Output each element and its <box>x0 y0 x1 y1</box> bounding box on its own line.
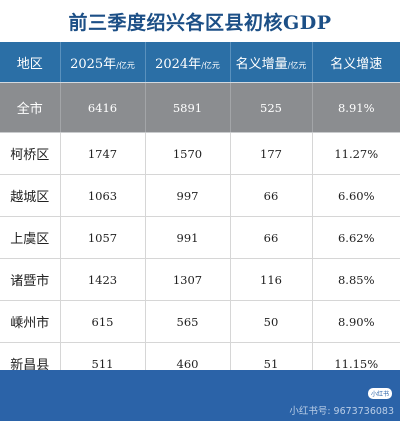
gdp-2024-cell: 991 <box>145 216 231 259</box>
table-row-total: 全市 6416 5891 525 8.91% <box>0 82 400 133</box>
gdp-2025-cell: 1063 <box>60 174 146 217</box>
region-cell: 诸暨市 <box>0 258 61 301</box>
table-row: 诸暨市 1423 1307 116 8.85% <box>0 258 400 301</box>
gdp-2024-cell: 1307 <box>145 258 231 301</box>
header-increase-label: 名义增量 <box>235 56 288 72</box>
header-2024-label: 2024年 <box>155 56 202 72</box>
gdp-2025-cell: 615 <box>60 300 146 343</box>
header-growth: 名义增速 <box>312 42 400 83</box>
header-2024: 2024年/亿元 <box>145 42 231 83</box>
watermark-text: 小红书号: 9673736083 <box>289 406 394 417</box>
increase-cell: 525 <box>230 82 313 133</box>
gdp-2024-cell: 997 <box>145 174 231 217</box>
header-growth-label: 名义增速 <box>330 56 383 72</box>
region-cell: 柯桥区 <box>0 132 61 175</box>
gdp-2025-cell: 1747 <box>60 132 146 175</box>
header-region-label: 地区 <box>16 56 43 72</box>
growth-rate-cell: 8.91% <box>312 82 400 133</box>
growth-rate-cell: 8.90% <box>312 300 400 343</box>
gdp-2025-cell: 1057 <box>60 216 146 259</box>
gdp-table: 地区 2025年/亿元 2024年/亿元 名义增量/亿元 名义增速 全市 6416… <box>0 42 400 385</box>
region-cell: 越城区 <box>0 174 61 217</box>
gdp-2025-cell: 1423 <box>60 258 146 301</box>
increase-cell: 50 <box>230 300 313 343</box>
region-cell: 嵊州市 <box>0 300 61 343</box>
gdp-2024-cell: 5891 <box>145 82 231 133</box>
increase-cell: 116 <box>230 258 313 301</box>
header-2024-unit: /亿元 <box>201 60 220 70</box>
gdp-2024-cell: 1570 <box>145 132 231 175</box>
header-2025-label: 2025年 <box>70 56 117 72</box>
region-cell: 全市 <box>0 82 61 133</box>
gdp-2024-cell: 565 <box>145 300 231 343</box>
header-2025-unit: /亿元 <box>116 60 135 70</box>
growth-rate-cell: 8.85% <box>312 258 400 301</box>
header-increase-unit: /亿元 <box>287 60 307 70</box>
table-row: 上虞区 1057 991 66 6.62% <box>0 216 400 259</box>
growth-rate-cell: 11.27% <box>312 132 400 175</box>
table-row: 越城区 1063 997 66 6.60% <box>0 174 400 217</box>
increase-cell: 66 <box>230 174 313 217</box>
growth-rate-cell: 6.62% <box>312 216 400 259</box>
page-title: 前三季度绍兴各区县初核GDP <box>68 11 332 34</box>
header-increase: 名义增量/亿元 <box>230 42 313 83</box>
growth-rate-cell: 6.60% <box>312 174 400 217</box>
header-region: 地区 <box>0 42 61 83</box>
table-header-row: 地区 2025年/亿元 2024年/亿元 名义增量/亿元 名义增速 <box>0 42 400 83</box>
table-row: 柯桥区 1747 1570 177 11.27% <box>0 132 400 175</box>
table-body: 全市 6416 5891 525 8.91% 柯桥区 1747 1570 177 11.27% 越城… <box>0 82 400 385</box>
footer-bar: 小红书 小红书号: 9673736083 <box>0 370 400 421</box>
xiaohongshu-badge: 小红书 <box>367 388 392 399</box>
gdp-2025-cell: 6416 <box>60 82 146 133</box>
increase-cell: 66 <box>230 216 313 259</box>
region-cell: 上虞区 <box>0 216 61 259</box>
header-2025: 2025年/亿元 <box>60 42 146 83</box>
increase-cell: 177 <box>230 132 313 175</box>
table-row: 嵊州市 615 565 50 8.90% <box>0 300 400 343</box>
